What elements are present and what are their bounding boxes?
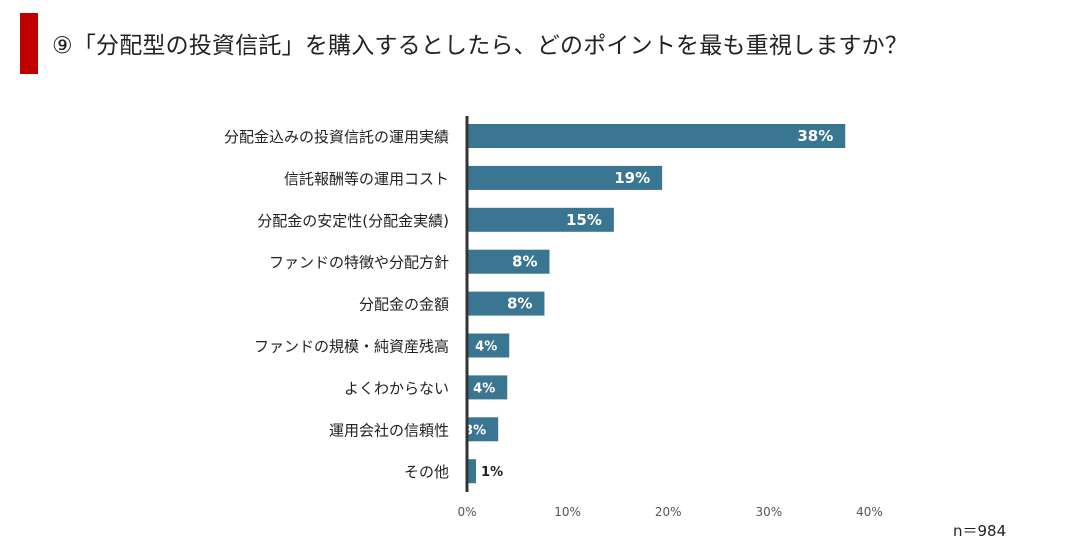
data-label: 1% — [481, 465, 503, 480]
bar — [467, 207, 614, 232]
data-label: 4% — [473, 381, 495, 396]
x-tick-label: 0% — [457, 505, 476, 519]
data-label: 19% — [614, 169, 650, 187]
data-label: 3% — [464, 423, 486, 438]
category-label: 分配金の金額 — [359, 296, 449, 314]
x-tick-label: 30% — [755, 505, 782, 519]
category-label: 分配金込みの投資信託の運用実績 — [224, 128, 449, 146]
page-title: ⑨「分配型の投資信託」を購入するとしたら、どのポイントを最も重視しますか？ — [52, 33, 909, 59]
bar — [467, 375, 508, 400]
bar — [467, 291, 545, 316]
x-tick-label: 20% — [655, 505, 682, 519]
data-label: 8% — [512, 253, 537, 271]
category-label: 信託報酬等の運用コスト — [284, 170, 449, 188]
category-label: 分配金の安定性(分配金実績) — [257, 212, 449, 230]
data-label: 4% — [475, 340, 497, 355]
bar — [467, 124, 846, 148]
bar — [467, 459, 477, 484]
data-label: 8% — [507, 295, 532, 313]
bar — [467, 249, 550, 274]
category-label: ファンドの規模・純資産残高 — [254, 338, 449, 356]
data-label: 15% — [566, 211, 602, 229]
data-label: 38% — [797, 127, 833, 145]
sample-size-label: n＝984 — [953, 522, 1007, 540]
category-label: その他 — [404, 463, 449, 481]
bar — [467, 333, 510, 358]
category-label: 運用会社の信頼性 — [329, 421, 449, 439]
x-tick-label: 40% — [856, 505, 883, 519]
category-label: よくわからない — [344, 379, 449, 397]
category-label: ファンドの特徴や分配方針 — [269, 254, 449, 272]
title-accent-bar — [20, 13, 38, 74]
bar — [467, 417, 499, 442]
bar — [467, 165, 663, 190]
x-tick-label: 10% — [554, 505, 581, 519]
